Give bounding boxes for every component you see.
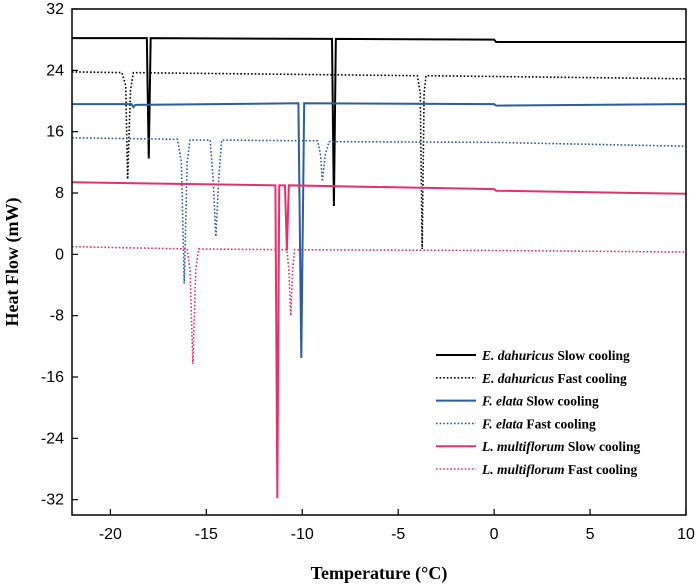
x-tick-label: -20 (99, 526, 122, 543)
y-tick-label: 8 (55, 185, 64, 202)
series-line-0 (72, 37, 686, 207)
series-line-1 (72, 71, 686, 249)
y-tick-label: 32 (46, 1, 64, 18)
y-axis-title: Heat Flow (mW) (2, 198, 23, 327)
x-tick-label: -10 (291, 526, 314, 543)
legend-label: F. elata Fast cooling (481, 416, 596, 431)
x-axis-ticks: -20 -15 -10 -5 0 5 10 (99, 509, 695, 543)
series-line-2 (72, 102, 686, 358)
series-line-5 (72, 245, 686, 364)
legend-label: E. dahuricus Fast cooling (481, 371, 627, 386)
y-tick-label: -32 (41, 492, 64, 509)
y-axis-ticks: -32 -24 -16 -8 0 8 16 24 32 (41, 1, 78, 509)
series-layer (72, 37, 686, 499)
x-axis-title: Temperature (°C) (311, 563, 448, 584)
x-tick-label: 0 (490, 526, 499, 543)
plot-frame (71, 8, 687, 516)
series-line-4 (72, 181, 686, 499)
y-tick-label: -8 (50, 308, 64, 325)
x-tick-label: -15 (195, 526, 218, 543)
legend: E. dahuricus Slow cooling E. dahuricus Fa… (436, 348, 641, 477)
y-tick-label: -16 (41, 369, 64, 386)
x-tick-label: 10 (677, 526, 695, 543)
x-tick-label: -5 (391, 526, 405, 543)
y-tick-label: 24 (46, 62, 64, 79)
x-tick-label: 5 (586, 526, 595, 543)
y-tick-label: -24 (41, 430, 64, 447)
y-tick-label: 0 (55, 246, 64, 263)
legend-label: F. elata Slow cooling (481, 394, 599, 409)
series-line-3 (72, 137, 686, 284)
legend-label: L. multiflorum Fast cooling (481, 462, 638, 477)
legend-label: L. multiflorum Slow cooling (481, 439, 641, 454)
y-tick-label: 16 (46, 124, 64, 141)
legend-label: E. dahuricus Slow cooling (481, 348, 630, 363)
